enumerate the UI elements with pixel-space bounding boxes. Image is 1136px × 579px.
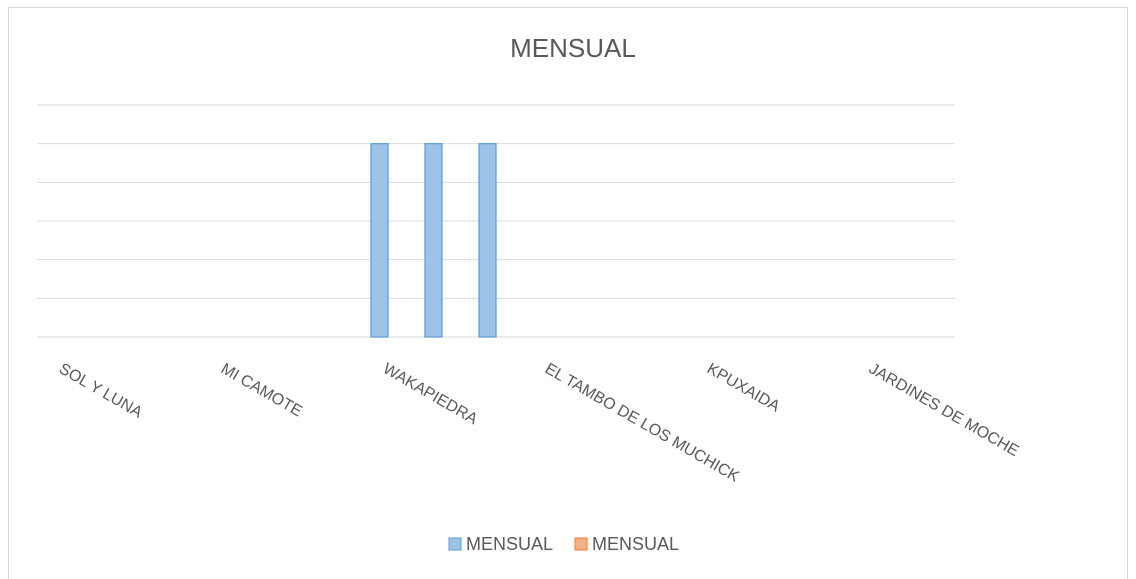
bar [370,143,389,338]
chart-title: MENSUAL [510,33,636,63]
bar [424,143,443,338]
chart-frame [8,7,1128,579]
legend-swatch [448,537,462,551]
bar [478,143,497,338]
legend-label: MENSUAL [592,534,679,554]
legend-label: MENSUAL [466,534,553,554]
legend-swatch [574,537,588,551]
